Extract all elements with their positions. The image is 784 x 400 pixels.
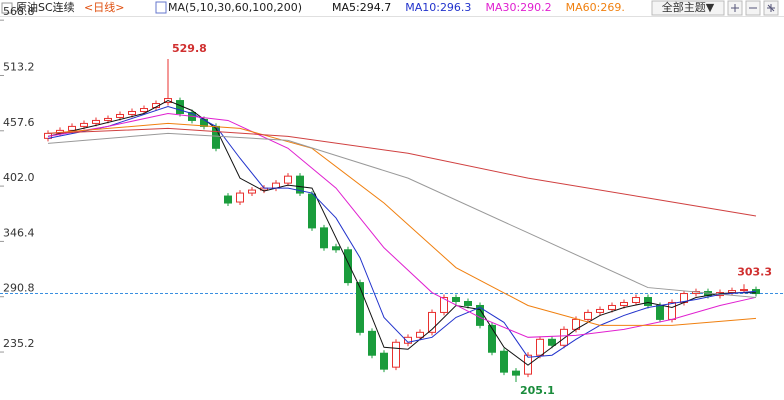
candle-body [452, 297, 460, 302]
candle-body [668, 301, 676, 320]
candle-body [140, 108, 148, 112]
candle-body [404, 336, 412, 344]
candle-body [596, 308, 604, 313]
candle-body [128, 110, 136, 115]
ma-line [47, 127, 757, 217]
candle-body [116, 113, 124, 118]
menu-icon[interactable] [1, 2, 13, 14]
candle-body [620, 301, 628, 306]
y-tick-label: 235.2 [3, 337, 35, 350]
candle-body [536, 338, 544, 356]
indicator-icon[interactable] [155, 1, 167, 14]
theme-button-label: 全部主题▼ [662, 0, 715, 14]
candle-body [284, 175, 292, 184]
high-annotation: 529.8 [172, 42, 207, 55]
low-annotation: 205.1 [520, 384, 555, 397]
candle-body [656, 304, 664, 320]
indicator: MA(5,10,30,60,100,200) [168, 1, 302, 14]
candle-body [548, 338, 556, 346]
legend-entry: MA10:296.3 [405, 1, 471, 14]
candle-body [296, 175, 304, 194]
candle-body [428, 311, 436, 333]
ma-line [47, 132, 757, 299]
candle-body [608, 304, 616, 310]
candle-body [488, 324, 496, 353]
candle-body [728, 290, 736, 294]
candle-body [236, 192, 244, 203]
legend-entry: MA60:269. [566, 1, 625, 14]
settings-icon [767, 4, 775, 12]
header-buttons: 全部主题▼ [651, 0, 779, 16]
candle-body [632, 297, 640, 303]
candle-body [320, 227, 328, 249]
y-tick-label: 568.8 [3, 5, 35, 18]
candle-body [224, 195, 232, 204]
candle-body [392, 341, 400, 368]
legend-entry: MA30:290.2 [485, 1, 551, 14]
candle-body [416, 331, 424, 338]
candle-body [92, 119, 100, 124]
candle-body [560, 328, 568, 346]
candle-body [440, 297, 448, 313]
candle-body [308, 193, 316, 229]
ma-line [47, 112, 757, 338]
candle-body [500, 350, 508, 373]
candle-body [464, 300, 472, 306]
theme-button[interactable] [651, 0, 725, 16]
y-tick-label: 290.8 [3, 282, 35, 295]
y-tick-label: 513.2 [3, 60, 35, 73]
candle-body [68, 125, 76, 131]
candle-body [344, 249, 352, 284]
y-tick-label: 457.6 [3, 116, 35, 129]
candle-body [644, 297, 652, 306]
candle-body [584, 311, 592, 320]
y-tick-label: 346.4 [3, 226, 35, 239]
candle-body [332, 246, 340, 251]
y-tick-label: 402.0 [3, 171, 35, 184]
period[interactable]: <日线> [84, 0, 124, 14]
candle-body [380, 352, 388, 370]
candle-body [248, 189, 256, 194]
candle-body [104, 117, 112, 121]
candle-body [368, 330, 376, 356]
legend-entry: MA5:294.7 [332, 1, 391, 14]
ma-line [47, 122, 757, 326]
recent-high-annotation: 303.3 [737, 265, 772, 278]
candle-body [740, 289, 748, 292]
zoom-in-icon [731, 4, 739, 12]
candle-body [80, 122, 88, 127]
candle-body [512, 370, 520, 376]
chart-title: 原油SC连续 [16, 0, 75, 14]
candle-body [356, 282, 364, 333]
